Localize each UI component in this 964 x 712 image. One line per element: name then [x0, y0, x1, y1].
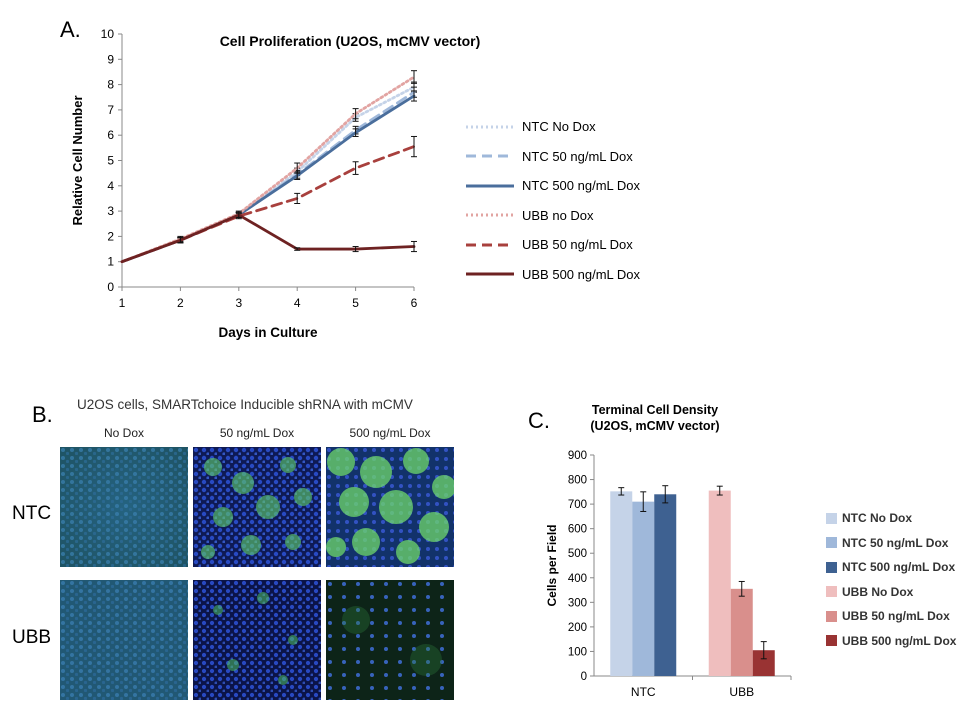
legend-swatch — [466, 213, 514, 217]
legend-swatch — [826, 610, 837, 622]
y-tick-label: 1 — [107, 255, 114, 269]
legend-label: NTC 50 ng/mL Dox — [842, 535, 949, 550]
legend-swatch — [826, 512, 837, 524]
column-label-50-dox: 50 ng/mL Dox — [219, 426, 295, 440]
legend-swatch — [466, 125, 514, 129]
y-tick-label: 3 — [107, 204, 114, 218]
panel-label-c: C. — [528, 408, 550, 433]
legend-item: UBB 500 ng/mL Dox — [464, 260, 640, 290]
legend-label: UBB 500 ng/mL Dox — [522, 266, 641, 282]
legend-label: NTC No Dox — [522, 119, 596, 135]
legend-label: UBB No Dox — [842, 584, 914, 599]
chart-c-title: Terminal Cell Density (U2OS, mCMV vector… — [560, 402, 750, 434]
row-label-ntc: NTC — [12, 503, 52, 524]
legend-swatch — [466, 272, 514, 276]
legend-item: NTC 50 ng/mL Dox — [464, 142, 640, 172]
chart-c-title-line-1: Terminal Cell Density — [591, 403, 719, 417]
legend-swatch — [466, 243, 514, 247]
legend-swatch — [826, 586, 837, 598]
y-tick-label: 7 — [107, 103, 114, 117]
legend-item: UBB 500 ng/mL Dox — [826, 629, 956, 654]
legend-item: UBB no Dox — [464, 201, 640, 231]
panel-label-b: B. — [32, 402, 53, 427]
legend-item: NTC No Dox — [826, 506, 956, 531]
chart-a-series — [120, 70, 417, 264]
y-tick-label: 2 — [107, 229, 114, 243]
legend-label: NTC 500 ng/mL Dox — [522, 178, 641, 194]
chart-c-title-line-2: (U2OS, mCMV vector) — [590, 419, 720, 433]
x-tick-label: 2 — [177, 296, 184, 310]
row-label-ubb: UBB — [12, 627, 52, 648]
series-line-0 — [120, 85, 416, 264]
y-axis-label: Relative Cell Number — [70, 95, 85, 225]
legend-item: NTC No Dox — [464, 112, 640, 142]
y-tick-label: 9 — [107, 52, 114, 66]
legend-swatch — [826, 537, 837, 549]
microscopy-title: U2OS cells, SMARTchoice Inducible shRNA … — [77, 397, 413, 412]
micrograph-ubb-50-dox — [193, 580, 321, 700]
y-tick-label: 5 — [107, 154, 114, 168]
legend-swatch — [466, 154, 514, 158]
micrograph-ubb-no-dox — [60, 580, 188, 700]
x-tick-label: 4 — [294, 296, 301, 310]
x-tick-label: 3 — [235, 296, 242, 310]
chart-c-legend: NTC No Dox NTC 50 ng/mL Dox NTC 500 ng/mL … — [826, 506, 956, 653]
x-tick-label: 6 — [411, 296, 418, 310]
legend-swatch — [826, 561, 837, 573]
column-label-500-dox: 500 ng/mL Dox — [349, 426, 431, 440]
chart-a-title: Cell Proliferation (U2OS, mCMV vector) — [219, 33, 481, 49]
y-tick-label: 6 — [107, 128, 114, 142]
legend-label: NTC 50 ng/mL Dox — [522, 148, 633, 164]
legend-swatch — [466, 184, 514, 188]
micrograph-ntc-no-dox — [60, 447, 188, 567]
series-line-3 — [120, 75, 416, 264]
legend-label: NTC 500 ng/mL Dox — [842, 560, 956, 575]
legend-label: NTC No Dox — [842, 511, 912, 526]
legend-label: UBB no Dox — [522, 207, 594, 223]
legend-item: NTC 500 ng/mL Dox — [826, 555, 956, 580]
x-tick-label: 1 — [119, 296, 126, 310]
y-tick-label: 4 — [107, 179, 114, 193]
column-label-no-dox: No Dox — [103, 426, 144, 440]
legend-item: NTC 500 ng/mL Dox — [464, 171, 640, 201]
y-tick-label: 10 — [101, 27, 115, 41]
micrograph-ubb-500-dox — [326, 580, 454, 700]
legend-item: UBB No Dox — [826, 580, 956, 605]
series-line-5 — [120, 213, 416, 264]
y-tick-label: 0 — [107, 280, 114, 294]
legend-item: UBB 50 ng/mL Dox — [464, 230, 640, 260]
legend-item: UBB 50 ng/mL Dox — [826, 604, 956, 629]
y-tick-label: 8 — [107, 78, 114, 92]
legend-label: UBB 500 ng/mL Dox — [842, 633, 957, 648]
micrograph-ntc-500-dox — [326, 447, 454, 567]
legend-swatch — [826, 635, 837, 647]
micrograph-ntc-50-dox — [193, 447, 321, 567]
legend-item: NTC 50 ng/mL Dox — [826, 531, 956, 556]
panel-label-a: A. — [60, 17, 81, 42]
x-tick-label: 5 — [352, 296, 359, 310]
series-line-1 — [120, 90, 416, 264]
legend-label: UBB 50 ng/mL Dox — [522, 237, 633, 253]
chart-a-legend: NTC No Dox NTC 50 ng/mL Dox NTC 500 ng/mL … — [464, 112, 640, 289]
x-axis-label: Days in Culture — [218, 325, 318, 340]
legend-label: UBB 50 ng/mL Dox — [842, 609, 950, 624]
